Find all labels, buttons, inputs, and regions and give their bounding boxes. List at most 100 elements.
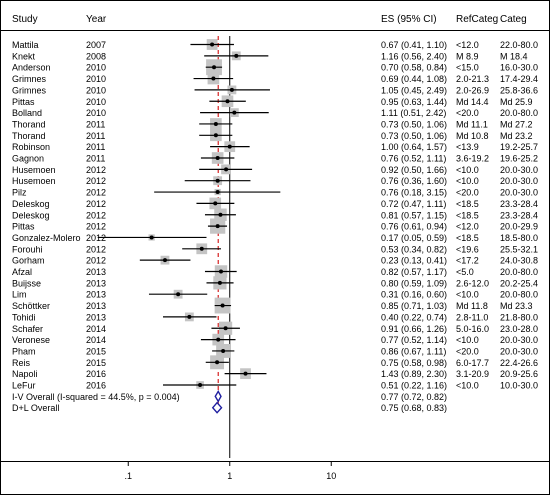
point-estimate	[213, 201, 218, 206]
refcateg-label: Md 10.8	[456, 131, 489, 141]
refcateg-label: <10.0	[456, 381, 479, 391]
refcateg-label: <12.0	[456, 222, 479, 232]
categ-label: 24.0-30.8	[500, 256, 538, 266]
categ-label: 19.2-25.7	[500, 142, 538, 152]
es-ci-label: 1.43 (0.89, 2.30)	[381, 369, 447, 379]
year-label: 2014	[86, 324, 106, 334]
study-label: Deleskog	[12, 210, 50, 220]
overall-label: I-V Overall (I-squared = 44.5%, p = 0.00…	[12, 392, 180, 402]
study-label: Forouhi	[12, 244, 43, 254]
year-label: 2011	[86, 154, 105, 164]
refcateg-label: <18.5	[456, 210, 479, 220]
point-estimate	[215, 156, 220, 160]
study-label: Bolland	[12, 108, 42, 118]
study-label: Husemoen	[12, 176, 56, 186]
study-label: Tohidi	[12, 312, 36, 322]
study-label: Gagnon	[12, 154, 44, 164]
study-label: Pilz	[12, 188, 27, 198]
es-ci-label: 0.86 (0.67, 1.11)	[381, 346, 446, 356]
year-label: 2012	[86, 256, 106, 266]
refcateg-label: Md 14.4	[456, 97, 489, 107]
point-estimate	[215, 190, 220, 195]
categ-label: 20.0-30.0	[500, 165, 538, 175]
refcateg-label: 2.0-26.9	[456, 85, 489, 95]
point-estimate	[211, 76, 216, 81]
x-axis: .1 1 10	[124, 461, 336, 481]
refcateg-label: <12.0	[456, 40, 479, 50]
year-label: 2014	[86, 335, 106, 345]
es-ci-label: 1.05 (0.45, 2.49)	[381, 85, 447, 95]
study-label: Anderson	[12, 63, 51, 73]
categ-label: 22.0-80.0	[500, 40, 538, 50]
categ-label: 10.0-30.0	[500, 381, 538, 391]
year-label: 2012	[86, 188, 106, 198]
es-ci-label: 0.51 (0.22, 1.16)	[381, 381, 447, 391]
study-label: Thorand	[12, 131, 46, 141]
categ-label: 17.4-29.4	[500, 74, 538, 84]
refcateg-label: <10.0	[456, 335, 479, 345]
point-estimate	[162, 258, 167, 263]
study-label: Lim	[12, 290, 27, 300]
categ-label: 18.5-80.0	[500, 233, 538, 243]
categ-label: 20.0-30.0	[500, 188, 538, 198]
refcateg-label: 3.1-20.9	[456, 369, 489, 379]
point-estimate	[210, 42, 215, 47]
categ-label: 20.0-80.0	[500, 267, 538, 277]
study-label: Gorham	[12, 256, 45, 266]
point-estimate	[176, 292, 181, 297]
point-estimate	[221, 348, 226, 353]
es-ci-label: 0.77 (0.52, 1.14)	[381, 335, 447, 345]
categ-label: Md 23.2	[500, 131, 533, 141]
study-label: Deleskog	[12, 199, 50, 209]
year-label: 2013	[86, 312, 106, 322]
study-label: Grimnes	[12, 74, 47, 84]
year-label: 2011	[86, 131, 105, 141]
year-label: 2013	[86, 267, 106, 277]
year-label: 2011	[86, 119, 105, 129]
study-label: Knekt	[12, 51, 36, 61]
point-estimate	[227, 144, 232, 149]
overall-diamond	[211, 401, 223, 414]
es-ci-label: 0.95 (0.63, 1.44)	[381, 97, 447, 107]
es-ci-label: 0.40 (0.22, 0.74)	[381, 312, 447, 322]
refcateg-label: <20.0	[456, 346, 479, 356]
refcateg-label: <10.0	[456, 165, 479, 175]
year-label: 2013	[86, 278, 106, 288]
es-ci-label: 0.76 (0.36, 1.60)	[381, 176, 447, 186]
es-ci-label: 0.73 (0.50, 1.06)	[381, 119, 447, 129]
header-year: Year	[86, 14, 107, 25]
year-label: 2015	[86, 346, 106, 356]
es-ci-label: 0.73 (0.50, 1.06)	[381, 131, 447, 141]
point-estimate	[229, 87, 234, 92]
categ-label: Md 23.3	[500, 301, 533, 311]
refcateg-label: <20.0	[456, 188, 479, 198]
point-estimate	[212, 65, 217, 70]
study-label: Pittas	[12, 97, 35, 107]
es-ci-label: 0.67 (0.41, 1.10)	[381, 40, 447, 50]
point-estimate	[215, 178, 220, 183]
refcateg-label: 2.8-11.0	[456, 312, 488, 322]
study-label: Veronese	[12, 335, 50, 345]
refcateg-label: 6.0-17.7	[456, 358, 489, 368]
study-label: Buijsse	[12, 278, 41, 288]
categ-label: Md 27.2	[500, 119, 533, 129]
year-label: 2008	[86, 51, 106, 61]
point-estimate	[217, 280, 222, 285]
study-label: Pittas	[12, 222, 35, 232]
overall-es-ci-label: 0.75 (0.68, 0.83)	[381, 403, 447, 413]
point-estimate	[243, 371, 248, 376]
year-label: 2012	[86, 165, 106, 175]
refcateg-label: 5.0-16.0	[456, 324, 489, 334]
point-estimate	[225, 99, 230, 104]
study-label: LeFur	[12, 381, 36, 391]
year-label: 2012	[86, 199, 106, 209]
point-estimate	[215, 224, 220, 229]
refcateg-label: <18.5	[456, 233, 479, 243]
year-label: 2013	[86, 301, 106, 311]
es-ci-label: 1.00 (0.64, 1.57)	[381, 142, 447, 152]
es-ci-label: 0.80 (0.59, 1.09)	[381, 278, 447, 288]
categ-label: 23.3-28.4	[500, 210, 538, 220]
year-label: 2016	[86, 381, 106, 391]
year-label: 2010	[86, 63, 106, 73]
es-ci-label: 0.31 (0.16, 0.60)	[381, 290, 447, 300]
